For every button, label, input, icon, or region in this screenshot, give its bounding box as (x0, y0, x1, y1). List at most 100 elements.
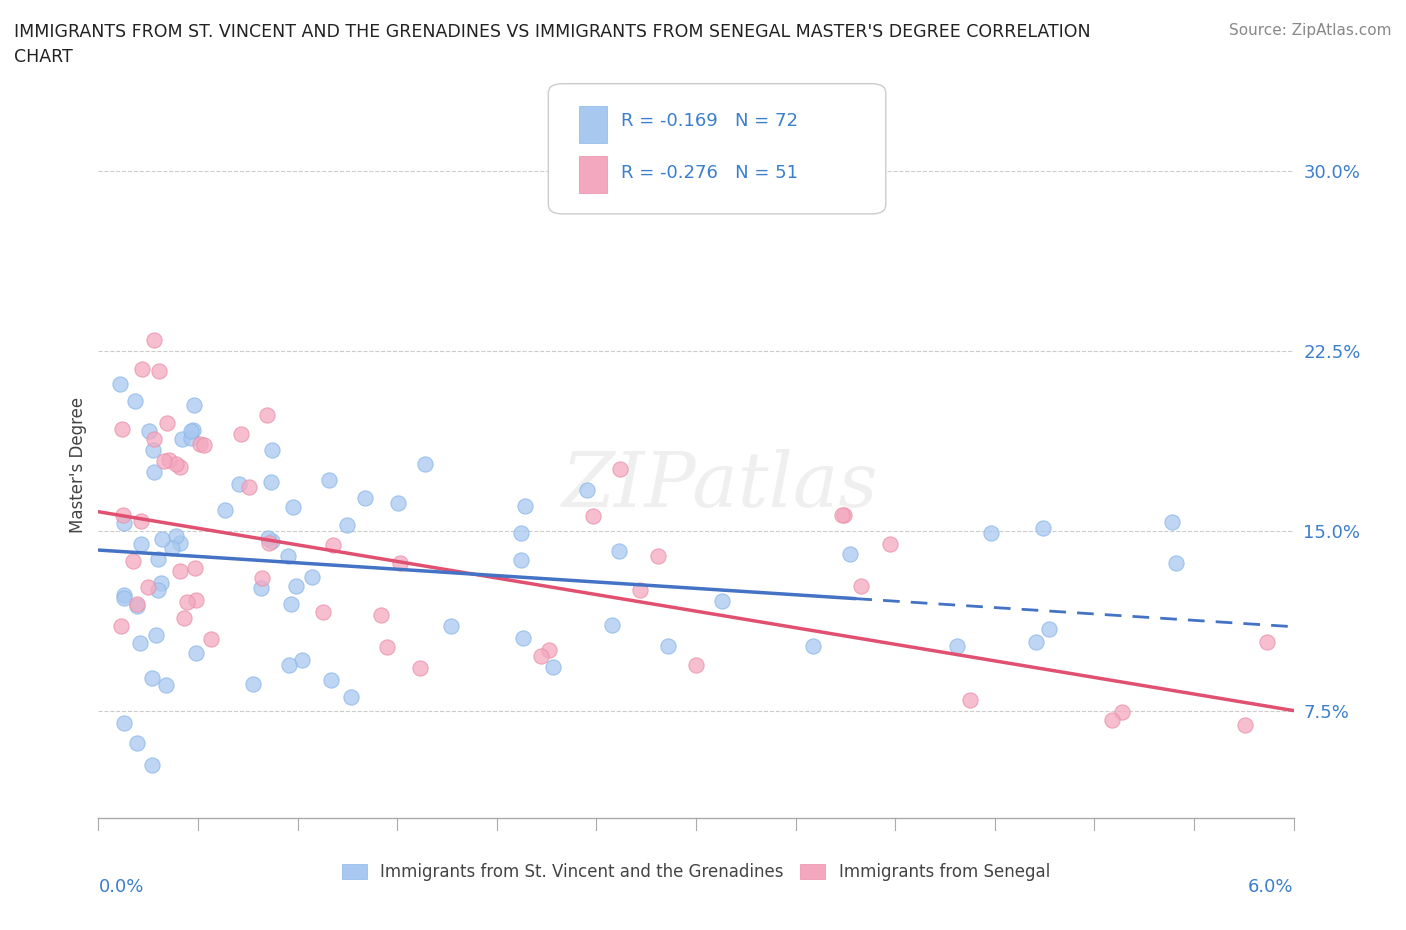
Point (231, 427, 253, 442)
Point (529, 649, 551, 664)
Point (148, 582, 170, 597)
Point (143, 432, 166, 446)
Point (188, 437, 211, 452)
Point (543, 660, 565, 675)
Point (280, 597, 302, 612)
Point (143, 465, 166, 480)
Point (136, 579, 159, 594)
Point (131, 362, 153, 377)
Point (111, 507, 134, 522)
Point (1038, 621, 1060, 636)
Point (250, 571, 273, 586)
Point (165, 457, 187, 472)
Text: Source: ZipAtlas.com: Source: ZipAtlas.com (1229, 23, 1392, 38)
Point (127, 597, 149, 612)
Point (284, 578, 307, 593)
Point (1101, 713, 1123, 728)
Point (162, 541, 184, 556)
Text: 0.0%: 0.0% (98, 878, 143, 897)
Point (538, 643, 561, 658)
Point (607, 543, 630, 558)
Point (1032, 520, 1054, 535)
Point (291, 652, 314, 667)
Point (647, 549, 669, 564)
Point (301, 569, 323, 584)
Point (879, 537, 901, 551)
Point (125, 598, 148, 613)
Point (413, 457, 436, 472)
Point (138, 424, 160, 439)
Point (375, 639, 398, 654)
Point (685, 658, 707, 672)
Point (257, 531, 280, 546)
Point (1166, 556, 1188, 571)
Point (946, 639, 969, 654)
Point (801, 639, 824, 654)
Point (155, 678, 177, 693)
Text: CHART: CHART (14, 48, 73, 66)
Point (127, 736, 149, 751)
Point (1233, 718, 1256, 733)
Point (150, 576, 173, 591)
Point (169, 459, 191, 474)
Point (184, 561, 207, 576)
Point (112, 588, 135, 603)
Point (312, 604, 335, 619)
Point (1111, 705, 1133, 720)
Point (336, 518, 359, 533)
Point (980, 525, 1002, 540)
Point (145, 628, 167, 643)
Point (183, 397, 205, 412)
Point (148, 364, 170, 379)
Point (180, 431, 202, 445)
Point (184, 592, 207, 607)
Point (165, 528, 187, 543)
Point (110, 618, 132, 633)
Point (582, 509, 605, 524)
Point (146, 552, 169, 567)
Point (110, 376, 132, 391)
Point (600, 618, 623, 632)
Point (510, 552, 533, 567)
Point (122, 553, 145, 568)
Point (256, 407, 278, 422)
Point (277, 549, 299, 564)
Point (142, 443, 165, 458)
Text: IMMIGRANTS FROM ST. VINCENT AND THE GRENADINES VS IMMIGRANTS FROM SENEGAL MASTER: IMMIGRANTS FROM ST. VINCENT AND THE GREN… (14, 23, 1091, 41)
Point (249, 580, 271, 595)
Point (318, 472, 340, 487)
Point (370, 607, 392, 622)
Point (851, 578, 873, 593)
Point (1160, 514, 1182, 529)
Point (440, 618, 463, 633)
Point (186, 645, 208, 660)
Point (409, 660, 432, 675)
Point (354, 491, 377, 506)
Point (657, 639, 679, 654)
Point (711, 593, 734, 608)
Point (129, 513, 152, 528)
Point (112, 716, 135, 731)
Point (513, 498, 536, 513)
Point (1025, 634, 1047, 649)
Point (512, 631, 534, 645)
Y-axis label: Master's Degree: Master's Degree (69, 397, 87, 533)
Point (156, 415, 179, 430)
Point (262, 533, 284, 548)
Point (838, 547, 860, 562)
Point (228, 477, 250, 492)
Point (173, 610, 195, 625)
Point (172, 432, 194, 446)
Point (128, 635, 150, 650)
Point (340, 689, 363, 704)
Point (141, 671, 163, 685)
Point (193, 437, 215, 452)
Point (169, 564, 191, 578)
Point (214, 502, 236, 517)
Text: 6.0%: 6.0% (1249, 878, 1294, 897)
Point (169, 536, 191, 551)
Point (387, 496, 409, 511)
Point (176, 594, 198, 609)
Point (141, 757, 163, 772)
Point (150, 532, 173, 547)
